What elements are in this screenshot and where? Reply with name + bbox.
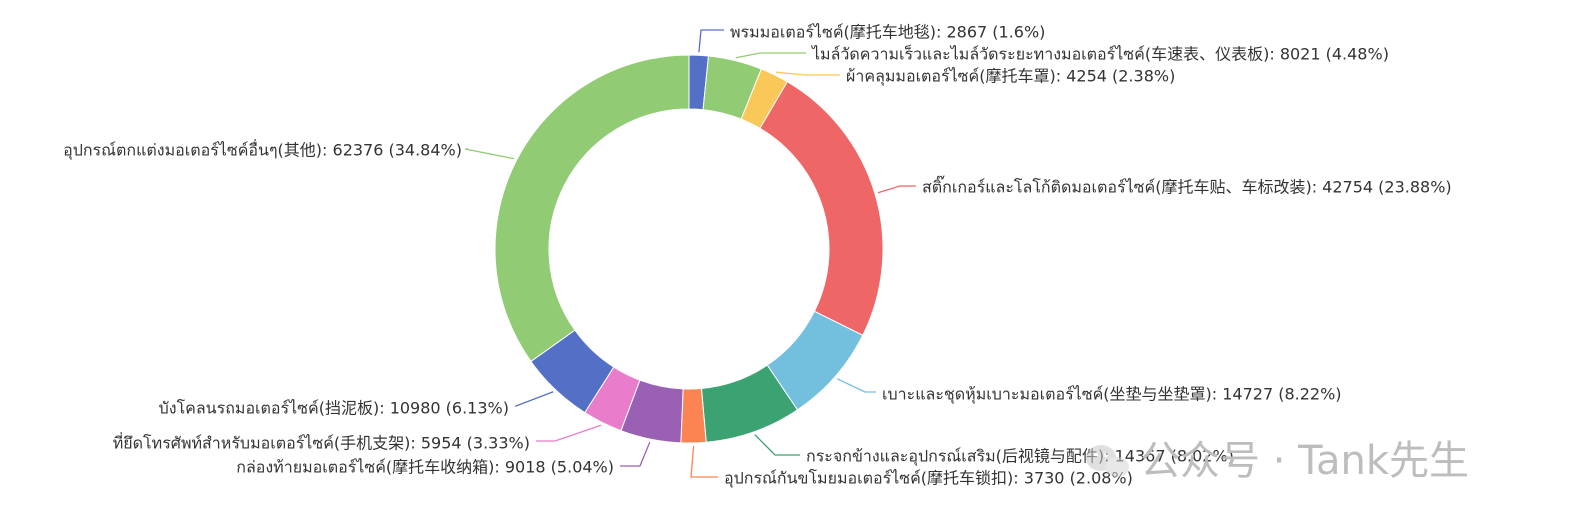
- slice-7[interactable]: [680, 387, 707, 444]
- watermark-text: 公众号 · Tank先生: [1140, 438, 1469, 484]
- wechat-icon: [1086, 445, 1129, 477]
- slice-4[interactable]: [759, 81, 884, 336]
- watermark: 公众号 · Tank先生: [1086, 438, 1469, 484]
- leader-line-9: [536, 424, 602, 442]
- leader-line-4: [877, 185, 916, 194]
- slice-label-7: อุปกรณ์กันขโมยมอเตอร์ไซค์(摩托车锁扣): 3730 (…: [724, 469, 1133, 489]
- leader-line-6: [754, 434, 800, 456]
- leader-line-5: [836, 378, 876, 393]
- slices: [494, 54, 884, 444]
- slice-label-3: ผ้าคลุมมอเตอร์ไซค์(摩托车罩): 4254 (2.38%): [846, 67, 1175, 87]
- slice-11[interactable]: [494, 54, 690, 363]
- leader-line-10: [515, 391, 554, 407]
- slice-label-4: สติ๊กเกอร์และโลโก้ติดมอเตอร์ไซค์(摩托车贴、车标…: [922, 176, 1452, 197]
- leader-line-3: [775, 71, 840, 76]
- slice-label-5: เบาะและชุดหุ้มเบาะมอเตอร์ไซค์(坐垫与坐垫罩): 1…: [882, 385, 1342, 405]
- slice-label-8: กล่องท้ายมอเตอร์ไซค์(摩托车收纳箱): 9018 (5.04…: [236, 458, 614, 477]
- slice-label-9: ที่ยึดโทรศัพท์สำหรับมอเตอร์ไซค์(手机支架): 5…: [113, 432, 530, 453]
- leader-line-7: [690, 445, 718, 478]
- leader-lines: [464, 29, 916, 478]
- slice-label-10: บังโคลนรถมอเตอร์ไซค์(挡泥板): 10980 (6.13%): [159, 399, 509, 418]
- leader-line-1: [698, 29, 724, 53]
- slice-labels: พรมมอเตอร์ไซค์(摩托车地毯): 2867 (1.6%) ไมล์วั…: [63, 23, 1452, 489]
- slice-label-11: อุปกรณ์ตกแต่งมอเตอร์ไซค์อื่นๆ(其他): 62376…: [63, 139, 462, 161]
- leader-line-2: [735, 52, 806, 59]
- leader-line-11: [464, 148, 515, 160]
- slice-label-1: พรมมอเตอร์ไซค์(摩托车地毯): 2867 (1.6%): [730, 23, 1045, 42]
- slice-label-2: ไมล์วัดความเร็วและไมล์วัดระยะทางมอเตอร์ไ…: [810, 44, 1389, 64]
- leader-line-8: [620, 441, 651, 467]
